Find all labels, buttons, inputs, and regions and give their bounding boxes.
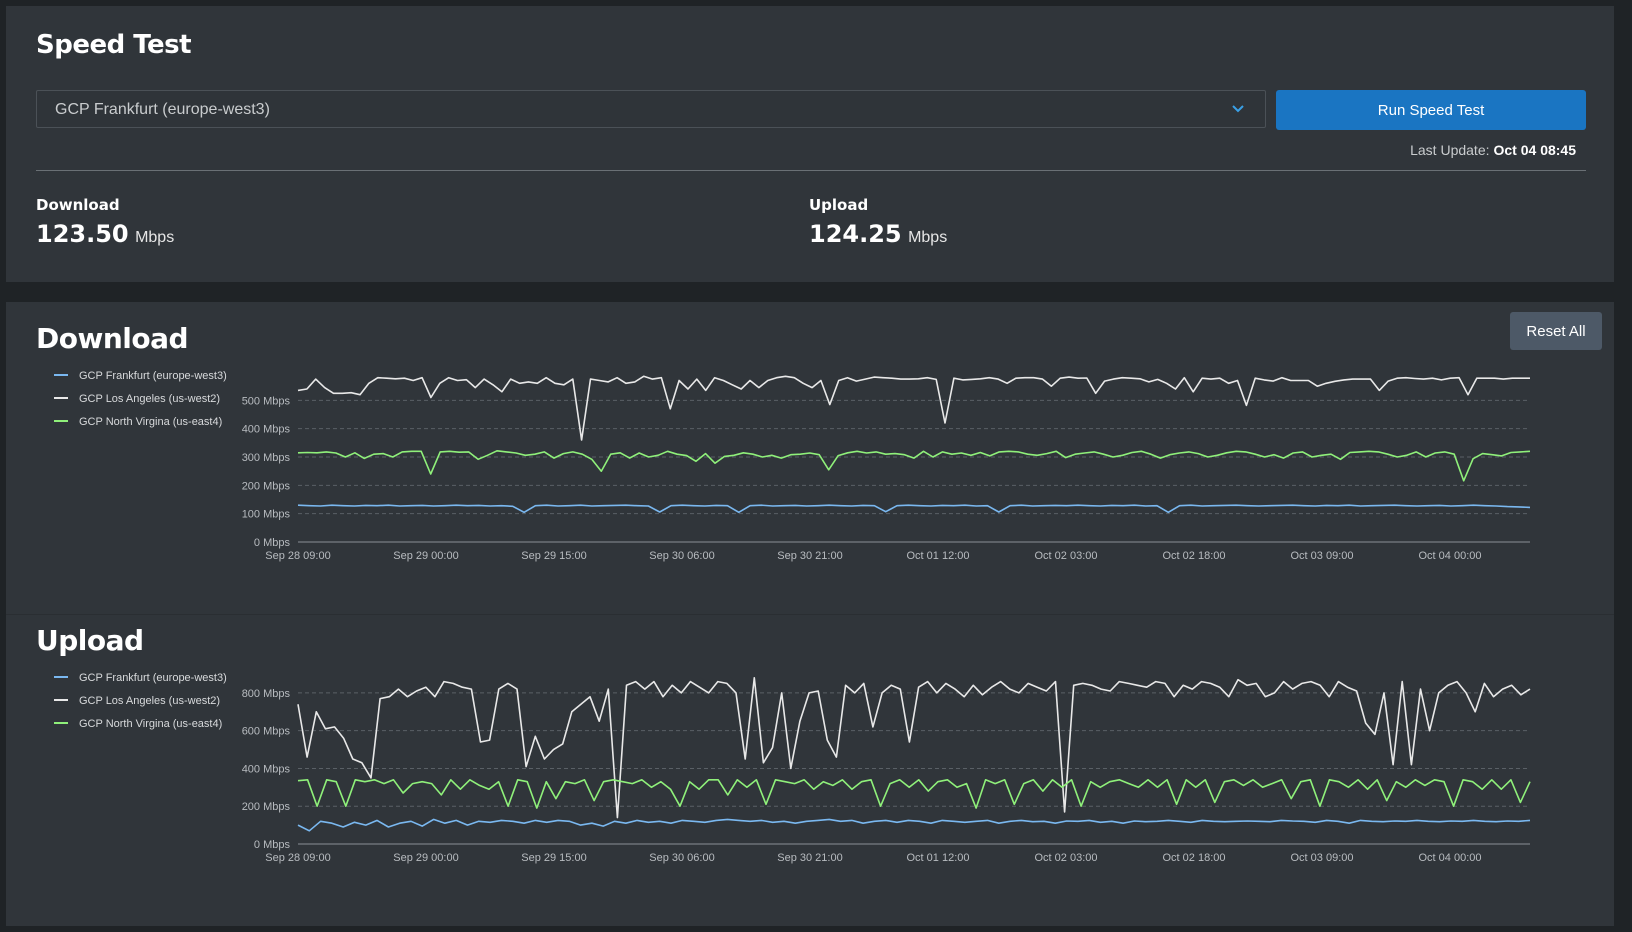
download-legend-label-0[interactable]: GCP Frankfurt (europe-west3): [79, 370, 227, 382]
download-series-line-1: [297, 375, 1530, 441]
run-speed-test-button[interactable]: Run Speed Test: [1276, 90, 1586, 130]
chevron-down-icon: [1232, 105, 1244, 113]
download-x-tick-label: Oct 04 00:00: [1419, 550, 1482, 562]
reset-all-button[interactable]: Reset All: [1510, 312, 1602, 350]
download-y-tick-label: 500 Mbps: [242, 395, 291, 407]
server-select[interactable]: GCP Frankfurt (europe-west3): [36, 90, 1266, 128]
upload-x-tick-label: Oct 01 12:00: [907, 852, 970, 864]
download-x-tick-label: Sep 29 00:00: [393, 550, 458, 562]
upload-x-tick-label: Oct 02 03:00: [1035, 852, 1098, 864]
upload-stat-label: Upload: [809, 196, 869, 214]
download-x-tick-label: Oct 03 09:00: [1291, 550, 1354, 562]
download-x-tick-label: Oct 02 03:00: [1035, 550, 1098, 562]
upload-y-tick-label: 400 Mbps: [242, 763, 291, 775]
last-update-value: Oct 04 08:45: [1493, 142, 1577, 158]
download-x-tick-label: Sep 28 09:00: [265, 550, 330, 562]
upload-x-tick-label: Sep 28 09:00: [265, 852, 330, 864]
upload-x-tick-label: Sep 30 06:00: [649, 852, 714, 864]
upload-x-tick-label: Sep 29 00:00: [393, 852, 458, 864]
download-y-tick-label: 0 Mbps: [254, 537, 291, 549]
download-stat-unit: Mbps: [135, 229, 175, 246]
last-update: Last Update: Oct 04 08:45: [1410, 142, 1576, 158]
download-series-line-2: [297, 450, 1531, 482]
upload-series-line-0: [297, 818, 1531, 832]
upload-chart: 0 Mbps 200 Mbps 400 Mbps 600 Mbps 800 Mbps Se…: [54, 672, 1531, 864]
upload-x-tick-label: Sep 30 21:00: [777, 852, 842, 864]
download-stat: Download 123.50 Mbps: [36, 196, 174, 248]
download-x-tick-label: Oct 01 12:00: [907, 550, 970, 562]
upload-x-tick-label: Sep 29 15:00: [521, 852, 586, 864]
upload-series-line-1: [297, 677, 1531, 819]
upload-series-line-2: [297, 779, 1531, 809]
upload-y-tick-label: 0 Mbps: [254, 839, 291, 851]
download-stat-label: Download: [36, 196, 120, 214]
server-select-value: GCP Frankfurt (europe-west3): [55, 101, 270, 118]
charts-panel: Reset All Download 0 Mbps 100 Mbps 200 Mbp…: [6, 302, 1614, 926]
download-stat-value: 123.50: [36, 220, 129, 248]
page-title: Speed Test: [36, 30, 192, 60]
upload-legend-label-0[interactable]: GCP Frankfurt (europe-west3): [79, 672, 227, 684]
download-y-tick-label: 300 Mbps: [242, 452, 291, 464]
download-y-tick-label: 400 Mbps: [242, 424, 291, 436]
upload-y-tick-label: 200 Mbps: [242, 801, 291, 813]
download-x-tick-label: Oct 02 18:00: [1163, 550, 1226, 562]
upload-x-tick-label: Oct 02 18:00: [1163, 852, 1226, 864]
download-legend-label-2[interactable]: GCP North Virgina (us-east4): [79, 416, 222, 428]
upload-legend-label-1[interactable]: GCP Los Angeles (us-west2): [79, 695, 220, 707]
download-x-tick-label: Sep 30 06:00: [649, 550, 714, 562]
download-legend-label-1[interactable]: GCP Los Angeles (us-west2): [79, 393, 220, 405]
upload-y-tick-label: 600 Mbps: [242, 726, 291, 738]
upload-stat-value: 124.25: [809, 220, 902, 248]
upload-stat-unit: Mbps: [908, 229, 948, 246]
upload-x-tick-label: Oct 03 09:00: [1291, 852, 1354, 864]
upload-y-tick-label: 800 Mbps: [242, 688, 291, 700]
upload-legend-label-2[interactable]: GCP North Virgina (us-east4): [79, 718, 222, 730]
divider: [36, 170, 1586, 171]
download-x-tick-label: Sep 30 21:00: [777, 550, 842, 562]
upload-chart-title: Upload: [36, 624, 144, 657]
download-y-tick-label: 200 Mbps: [242, 480, 291, 492]
download-chart: 0 Mbps 100 Mbps 200 Mbps 300 Mbps 400 Mbps 50…: [54, 370, 1531, 562]
chart-separator: [6, 614, 1614, 615]
download-series-line-0: [297, 504, 1531, 514]
speed-test-panel: Speed Test GCP Frankfurt (europe-west3) …: [6, 6, 1614, 282]
upload-x-tick-label: Oct 04 00:00: [1419, 852, 1482, 864]
last-update-label: Last Update:: [1410, 142, 1490, 158]
download-chart-title: Download: [36, 322, 189, 355]
download-y-tick-label: 100 Mbps: [242, 509, 291, 521]
upload-stat: Upload 124.25 Mbps: [809, 196, 947, 248]
download-x-tick-label: Sep 29 15:00: [521, 550, 586, 562]
